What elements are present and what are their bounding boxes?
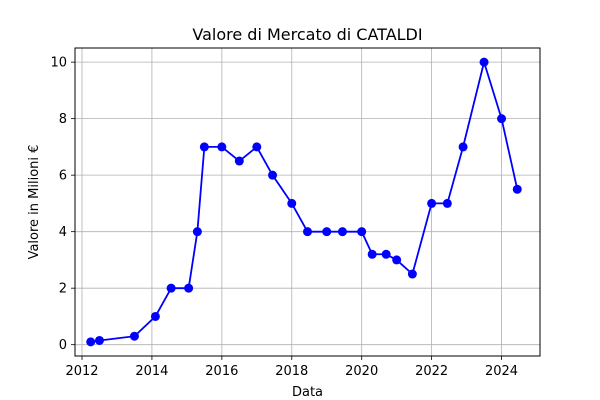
data-point — [479, 57, 489, 67]
x-tick-label: 2022 — [415, 364, 448, 379]
data-point — [287, 198, 297, 208]
data-point — [234, 156, 244, 166]
data-point — [427, 198, 437, 208]
y-tick-label: 6 — [59, 169, 67, 184]
series-line — [90, 61, 519, 343]
data-point — [184, 283, 194, 293]
x-tick-label: 2016 — [205, 364, 238, 379]
x-tick-label: 2018 — [275, 364, 308, 379]
data-point — [458, 142, 468, 152]
chart-title: Valore di Mercato di CATALDI — [192, 25, 422, 44]
grid-lines — [75, 48, 540, 356]
x-axis-ticks: 2012 2014 2016 2018 2020 2022 2024 — [65, 356, 518, 379]
data-point — [407, 269, 417, 279]
data-point — [367, 249, 377, 259]
data-point — [322, 227, 332, 237]
data-point — [357, 227, 367, 237]
y-axis-ticks: 0 2 4 6 8 10 — [50, 56, 75, 353]
x-tick-label: 2020 — [345, 364, 378, 379]
data-point — [217, 142, 227, 152]
plot-frame — [74, 47, 541, 357]
y-tick-label: 8 — [59, 112, 67, 127]
y-tick-label: 2 — [59, 282, 67, 297]
x-axis-label: Data — [292, 385, 323, 400]
x-tick-label: 2024 — [485, 364, 518, 379]
data-point — [268, 170, 278, 180]
data-point — [442, 198, 452, 208]
data-point — [337, 227, 347, 237]
data-point — [512, 184, 522, 194]
y-tick-label: 10 — [50, 56, 67, 71]
data-point — [199, 142, 209, 152]
x-tick-label: 2014 — [135, 364, 168, 379]
data-point — [252, 142, 262, 152]
y-tick-label: 4 — [59, 225, 67, 240]
data-point — [381, 249, 391, 259]
data-point — [303, 227, 312, 237]
series-layer — [86, 57, 522, 347]
data-point — [129, 331, 139, 341]
y-axis-label: Valore in Milioni € — [27, 145, 42, 260]
data-point — [94, 335, 104, 345]
data-point — [497, 114, 507, 124]
x-tick-label: 2012 — [65, 364, 98, 379]
data-point — [150, 311, 160, 321]
y-tick-label: 0 — [59, 338, 67, 353]
data-point — [392, 255, 402, 265]
data-point — [86, 337, 96, 347]
data-point — [192, 227, 202, 237]
data-point — [166, 283, 176, 293]
